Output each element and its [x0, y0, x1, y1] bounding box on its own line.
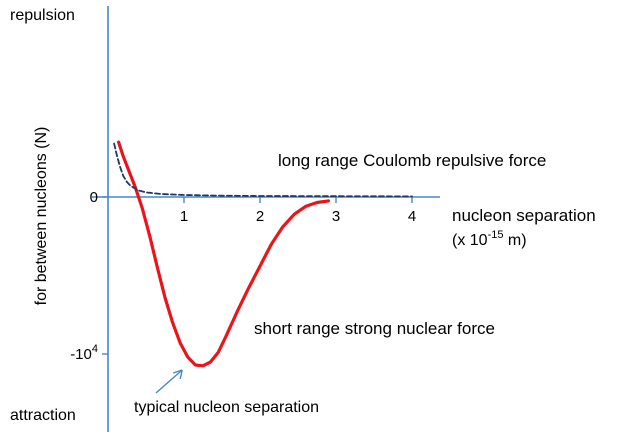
annotation-typical-separation: typical nucleon separation: [134, 399, 319, 416]
series-line-strong-nuclear: [117, 140, 330, 368]
series-group: [113, 140, 413, 368]
x-tick-label-1: 1: [180, 208, 188, 225]
y-tick-label-1: -104: [70, 343, 98, 363]
attraction-label: attraction: [10, 407, 76, 424]
x-axis-units: (x 10-15 m): [452, 229, 527, 249]
coulomb-force-label: long range Coulomb repulsive force: [278, 151, 546, 170]
x-tick-label-2: 2: [256, 208, 264, 225]
y-tick-label-0: 0: [90, 189, 98, 206]
annotation-arrow-head: [172, 369, 183, 380]
series-line-coulomb: [113, 142, 413, 198]
annotation-arrow-shaft: [155, 369, 183, 394]
x-tick-label-3: 3: [332, 208, 340, 225]
x-axis-title: nucleon separation: [452, 206, 596, 225]
y-axis-title: for between nucleons (N): [33, 127, 50, 306]
repulsion-label: repulsion: [10, 7, 75, 24]
strong-force-label: short range strong nuclear force: [254, 319, 495, 338]
x-tick-label-4: 4: [408, 208, 416, 225]
labels-group: 1 2 3 4 0 -104 long range Coulomb repulsive fo…: [10, 7, 596, 424]
